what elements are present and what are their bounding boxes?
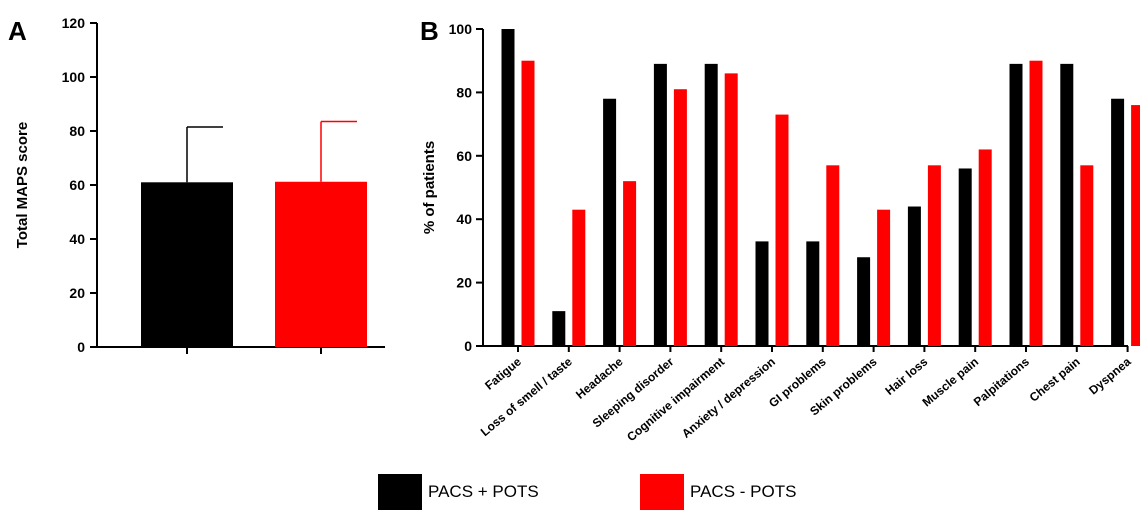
bar — [958, 168, 972, 346]
bar — [1009, 63, 1023, 347]
bar — [927, 165, 941, 346]
y-tick-label: 20 — [456, 275, 472, 291]
y-tick-label: 0 — [77, 339, 85, 355]
x-tick-label: Headache — [573, 354, 626, 401]
bar — [1029, 60, 1043, 346]
legend-label: PACS + POTS — [428, 482, 539, 501]
x-tick-label: Chest pain — [1027, 355, 1083, 405]
y-tick-label: 0 — [464, 338, 472, 354]
legend-swatch — [640, 474, 684, 510]
bar — [1111, 98, 1125, 347]
bar — [1060, 63, 1074, 347]
y-axis-label: % of patients — [421, 141, 438, 234]
x-tick-label: Fatigue — [482, 354, 524, 392]
bar — [521, 60, 535, 346]
y-tick-label: 20 — [69, 285, 85, 301]
x-tick-label: Dyspnea — [1086, 354, 1134, 397]
x-tick-label: Muscle pain — [920, 355, 982, 410]
bar — [1080, 165, 1094, 346]
bar — [603, 98, 617, 347]
bar — [653, 63, 667, 347]
bar — [552, 311, 566, 346]
bar — [141, 182, 233, 347]
panel-label: B — [420, 16, 439, 46]
legend-swatch — [378, 474, 422, 510]
bar — [673, 89, 687, 346]
panel-label: A — [8, 16, 27, 46]
bar — [275, 181, 367, 347]
y-tick-label: 120 — [62, 15, 86, 31]
legend-item-pacs-plus-pots: PACS + POTS — [378, 474, 539, 510]
x-tick-label: Cognitive impairment — [624, 355, 727, 445]
bar — [623, 181, 637, 346]
y-tick-label: 40 — [456, 211, 472, 227]
bar — [724, 73, 738, 346]
bar — [755, 241, 769, 346]
x-tick-label: Loss of smell / taste — [478, 354, 575, 439]
legend-label: PACS - POTS — [690, 482, 797, 501]
x-tick-label: Anxiety / depression — [679, 355, 778, 441]
bar — [1131, 105, 1140, 346]
bar — [572, 209, 586, 346]
bar — [877, 209, 891, 346]
bar — [857, 257, 871, 346]
y-tick-label: 100 — [62, 69, 86, 85]
legend-item-pacs-minus-pots: PACS - POTS — [640, 474, 796, 510]
x-tick-label: Palpitations — [971, 354, 1032, 409]
y-tick-label: 100 — [449, 21, 473, 37]
y-tick-label: 80 — [69, 123, 85, 139]
y-axis-label: Total MAPS score — [14, 122, 31, 248]
y-tick-label: 80 — [456, 84, 472, 100]
bar — [501, 29, 515, 346]
bar — [826, 165, 840, 346]
bar — [806, 241, 820, 346]
bar — [978, 149, 992, 346]
panel-a: A Total MAPS score 0 20 40 60 80 100 120 — [8, 15, 385, 355]
y-tick-label: 60 — [69, 177, 85, 193]
bar — [907, 206, 921, 346]
y-tick-label: 60 — [456, 148, 472, 164]
bar — [775, 114, 789, 346]
bar — [704, 63, 718, 347]
y-tick-label: 40 — [69, 231, 85, 247]
x-tick-label: Hair loss — [882, 354, 930, 398]
